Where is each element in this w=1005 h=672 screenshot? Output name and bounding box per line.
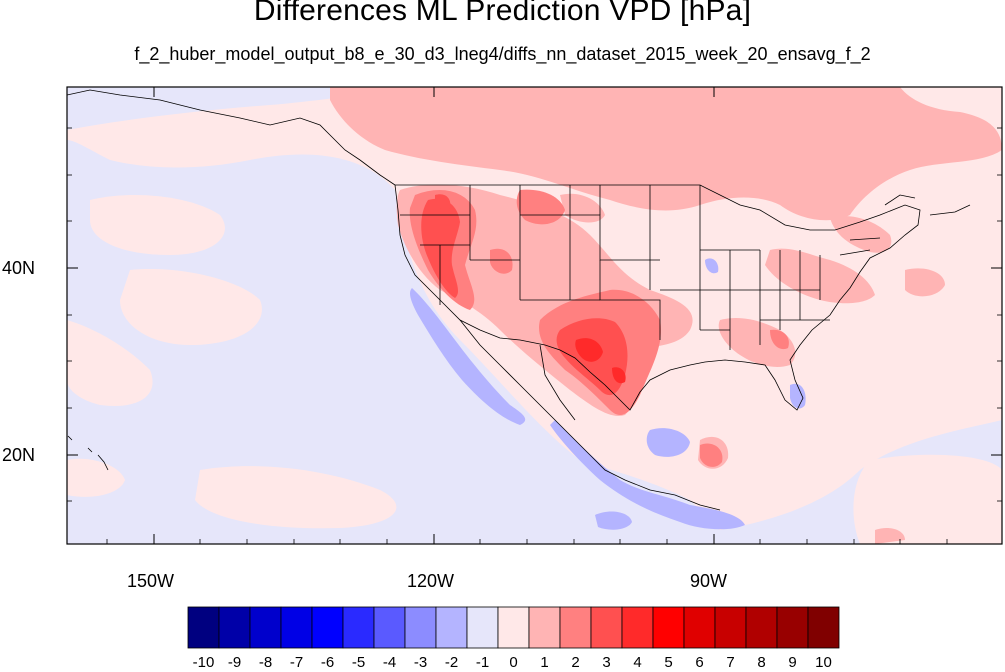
lon-tick-label: 150W (127, 571, 175, 591)
colorbar (187, 606, 840, 649)
colorbar-label: 0 (509, 654, 518, 671)
colorbar-box (497, 606, 530, 649)
colorbar-label: 7 (726, 654, 735, 671)
colorbar-box (280, 606, 313, 649)
colorbar-label: 1 (540, 654, 549, 671)
colorbar-label: -9 (227, 654, 242, 671)
colorbar-label: -8 (258, 654, 273, 671)
axis-ticks (67, 87, 1002, 544)
colorbar-label: 8 (757, 654, 766, 671)
colorbar-label: 5 (664, 654, 673, 671)
canada-coast (67, 89, 971, 216)
anomaly-minus-1-to-2 (410, 258, 806, 530)
colorbar-label: -7 (289, 654, 304, 671)
colorbar-label: 4 (633, 654, 642, 671)
state-lines-west (400, 185, 660, 305)
colorbar-box (776, 606, 809, 649)
colorbar-label: -2 (444, 654, 459, 671)
colorbar-box (249, 606, 282, 649)
chart-title: Differences ML Prediction VPD [hPa] (253, 0, 752, 27)
colorbar-box (621, 606, 654, 649)
colorbar-label: -4 (382, 654, 397, 671)
colorbar-box (590, 606, 623, 649)
colorbar-box (683, 606, 716, 649)
colorbar-label: -3 (413, 654, 428, 671)
hawaii (67, 435, 109, 471)
lat-tick-label: 20N (2, 445, 36, 465)
anomaly-5-to-6 (575, 338, 626, 384)
colorbar-box (435, 606, 468, 649)
axis-minor-ticks (67, 127, 1002, 544)
colorbar-label: -6 (320, 654, 335, 671)
map-field (67, 87, 1002, 544)
lon-tick-label: 120W (407, 571, 455, 591)
colorbar-box (311, 606, 344, 649)
colorbar-label: -1 (475, 654, 490, 671)
colorbar-label: -5 (351, 654, 366, 671)
colorbar-label: 6 (695, 654, 704, 671)
colorbar-box (807, 606, 840, 649)
colorbar-box (528, 606, 561, 649)
colorbar-label: 10 (815, 654, 832, 671)
mexico-outline (459, 319, 721, 511)
chart-subtitle: f_2_huber_model_output_b8_e_30_d3_lneg4/… (134, 44, 871, 64)
colorbar-label: 3 (602, 654, 611, 671)
colorbar-label: 2 (571, 654, 580, 671)
colorbar-box (218, 606, 251, 649)
colorbar-box (559, 606, 592, 649)
lat-tick-label: 40N (2, 258, 36, 278)
colorbar-box (342, 606, 375, 649)
state-lines-east (760, 237, 881, 330)
colorbar-label: -10 (192, 654, 215, 671)
map-frame (66, 86, 1003, 545)
colorbar-box (466, 606, 499, 649)
state-lines-central (599, 185, 761, 350)
colorbar-box (187, 606, 220, 649)
colorbar-box (652, 606, 685, 649)
lon-tick-label: 90W (690, 571, 728, 591)
colorbar-box (745, 606, 778, 649)
country-state-borders (67, 89, 971, 511)
colorbar-box (373, 606, 406, 649)
us-outline (394, 184, 921, 411)
colorbar-box (404, 606, 437, 649)
colorbar-label: 9 (788, 654, 797, 671)
colorbar-box (714, 606, 747, 649)
